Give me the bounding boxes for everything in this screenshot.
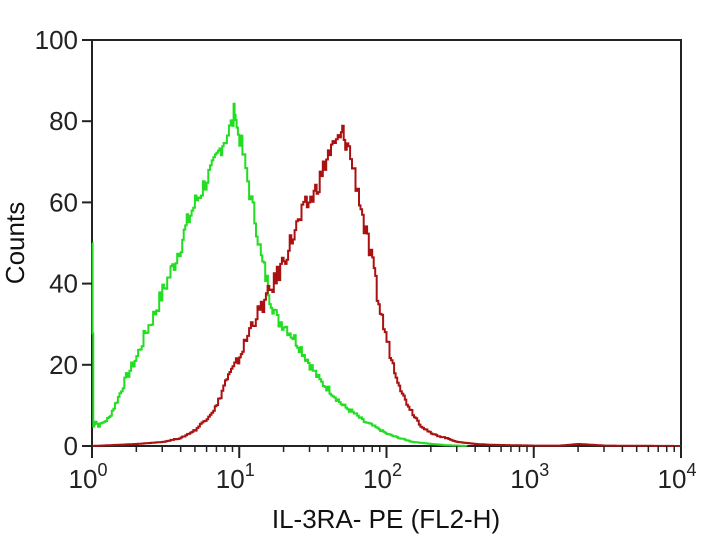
y-tick-label: 100 bbox=[35, 25, 78, 55]
y-axis-ticks: 0 20 40 60 80 100 bbox=[35, 25, 92, 461]
x-tick-base: 10 bbox=[658, 464, 687, 494]
x-tick-base: 10 bbox=[510, 464, 539, 494]
y-tick-label: 40 bbox=[49, 269, 78, 299]
x-axis-title: IL-3RA- PE (FL2-H) bbox=[272, 504, 500, 534]
y-tick-label: 20 bbox=[49, 350, 78, 380]
x-tick-exponent: 3 bbox=[539, 460, 549, 480]
plot-frame bbox=[91, 39, 682, 447]
x-tick-exponent: 0 bbox=[97, 460, 107, 480]
x-tick-label: 101 bbox=[216, 460, 255, 494]
y-tick-label: 80 bbox=[49, 106, 78, 136]
x-tick-exponent: 4 bbox=[686, 460, 696, 480]
y-tick-label: 60 bbox=[49, 187, 78, 217]
histogram-series-1 bbox=[91, 102, 468, 447]
x-tick-exponent: 2 bbox=[392, 460, 402, 480]
y-tick-label: 0 bbox=[64, 431, 78, 461]
x-tick-exponent: 1 bbox=[245, 460, 255, 480]
x-tick-base: 10 bbox=[69, 464, 98, 494]
x-tick-label: 100 bbox=[69, 460, 108, 494]
x-tick-label: 104 bbox=[658, 460, 697, 494]
x-axis-ticks: 100 101 102 103 104 bbox=[69, 446, 697, 494]
y-axis-title: Counts bbox=[0, 202, 30, 284]
x-tick-label: 102 bbox=[363, 460, 402, 494]
histogram-series-2 bbox=[92, 124, 681, 447]
x-tick-base: 10 bbox=[216, 464, 245, 494]
series-layer bbox=[91, 102, 681, 447]
x-tick-label: 103 bbox=[510, 460, 549, 494]
x-tick-base: 10 bbox=[363, 464, 392, 494]
